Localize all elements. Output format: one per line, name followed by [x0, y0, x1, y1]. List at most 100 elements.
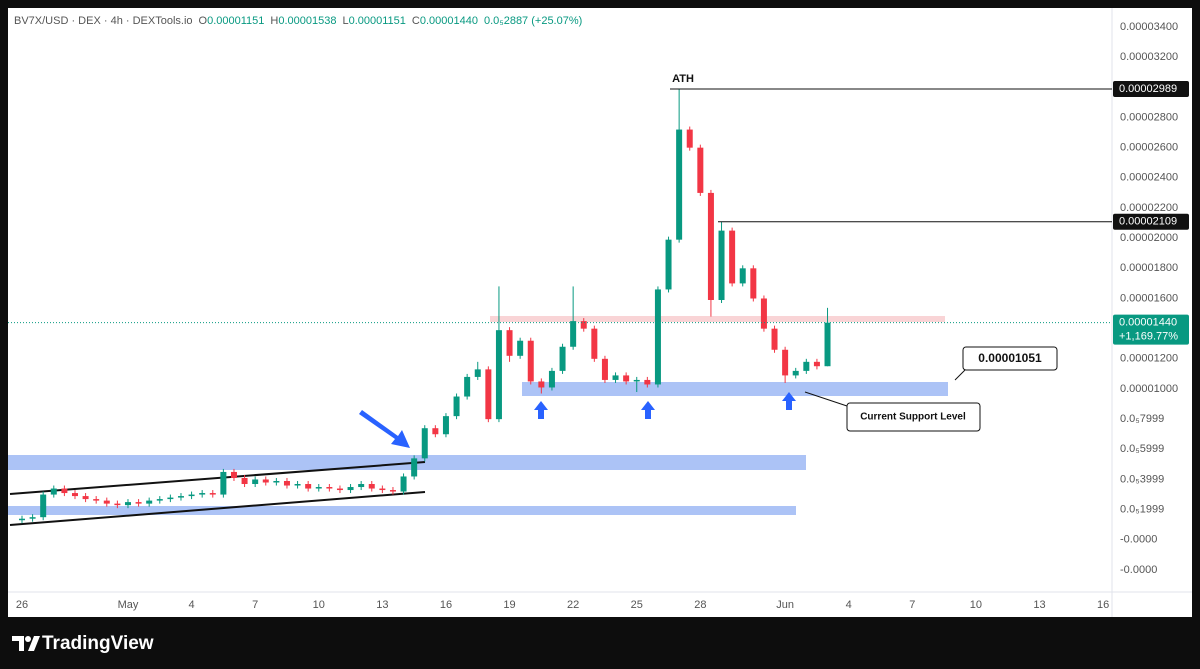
candle-body [718, 230, 725, 300]
candle-body [771, 328, 778, 350]
candle-body [824, 322, 831, 367]
candle-body [336, 488, 343, 491]
callout-line [954, 369, 966, 381]
y-tick-label: 0.00001200 [1120, 353, 1178, 365]
candle-body [326, 487, 333, 489]
x-tick-label: 22 [567, 599, 579, 611]
x-tick-label: 25 [631, 599, 643, 611]
x-tick-label: 16 [1097, 599, 1109, 611]
up-arrow [641, 401, 655, 419]
drawings [8, 316, 948, 526]
candle-body [485, 369, 492, 420]
price-label: 0.00002989 [1119, 83, 1177, 95]
brand-name: TradingView [42, 633, 154, 654]
x-tick-label: 28 [694, 599, 706, 611]
x-tick-label: Jun [776, 599, 794, 611]
x-tick-label: 7 [252, 599, 258, 611]
price-label-box [1113, 213, 1189, 230]
y-tick-label: 0.00001600 [1120, 292, 1178, 304]
channel-line [9, 491, 426, 526]
x-tick-label: 10 [313, 599, 325, 611]
y-tick-label: 0.0₅3999 [1120, 473, 1164, 485]
candle-body [347, 487, 354, 491]
candle-body [739, 268, 746, 284]
candle-body [813, 361, 820, 367]
y-tick-label: 0.00003200 [1120, 51, 1178, 63]
arrows [359, 392, 796, 448]
pointer-arrow [359, 410, 410, 448]
legend-change: 0.0₅2887 (+25.07%) [484, 15, 582, 27]
candle-body [29, 517, 36, 519]
y-tick-label: 0.00002600 [1120, 142, 1178, 154]
support-zone [8, 506, 796, 515]
symbol: BV7X/USD · DEX · 4h · DEXTools.io [14, 15, 193, 27]
candle-body [654, 289, 661, 385]
y-tick-label: 0.00002000 [1120, 232, 1178, 244]
candle-body [400, 476, 407, 492]
candle-body [103, 500, 110, 504]
candle-body [389, 490, 396, 492]
candle-body [411, 458, 418, 477]
callout-box [846, 402, 981, 432]
candle-body [527, 340, 534, 382]
candle-body [442, 416, 449, 435]
candle-body [156, 499, 163, 501]
candle-body [453, 396, 460, 417]
candle-body [792, 370, 799, 376]
y-tick-label: -0.0000 [1120, 564, 1157, 576]
ath-label: ATH [672, 73, 694, 85]
y-tick-label: 0.00003400 [1120, 21, 1178, 33]
chart-panel [8, 8, 1192, 617]
candle-body [464, 376, 471, 397]
candle-body [559, 346, 566, 371]
candle-body [686, 129, 693, 148]
callout-line [804, 391, 851, 408]
candle-body [432, 428, 439, 435]
up-arrow [782, 392, 796, 410]
candle-body [697, 147, 704, 193]
legend-key: O [199, 15, 208, 27]
x-tick-label: 10 [970, 599, 982, 611]
y-tick-label: 0.00001800 [1120, 262, 1178, 274]
candle-body [167, 497, 174, 500]
candle-body [93, 499, 100, 501]
candle-body [665, 239, 672, 290]
candle-body [750, 268, 757, 299]
candle-body [612, 375, 619, 380]
y-tick-label: 0.0₅7999 [1120, 413, 1164, 425]
candle-body [18, 518, 25, 521]
candles [18, 88, 831, 524]
brand-logo [12, 636, 24, 651]
legend-key: L [342, 15, 348, 27]
x-tick-label: 7 [909, 599, 915, 611]
candle-body [252, 479, 259, 485]
candle-body [474, 369, 481, 377]
candle-body [315, 487, 322, 489]
candle-body [782, 349, 789, 376]
candle-body [601, 358, 608, 380]
x-tick-label: 13 [376, 599, 388, 611]
candle-body [538, 381, 545, 388]
support-zone [522, 382, 948, 396]
x-tick-label: 19 [503, 599, 515, 611]
x-tick-label: 4 [846, 599, 852, 611]
callout-text: Current Support Level [860, 412, 966, 423]
resistance-zone [490, 316, 945, 322]
candle-body [633, 379, 640, 382]
y-tick-label: 0.00001000 [1120, 383, 1178, 395]
candle-body [591, 328, 598, 359]
candle-body [135, 502, 142, 504]
legend-value: 0.00001440 [420, 15, 478, 27]
candle-body [209, 493, 216, 495]
candle-body [230, 471, 237, 478]
candle-body [177, 496, 184, 498]
candle-body [199, 493, 206, 495]
candle-body [570, 321, 577, 347]
candle-body [580, 321, 587, 329]
candle-body [517, 340, 524, 356]
candle-body [368, 484, 375, 489]
candle-body [676, 129, 683, 240]
legend-value: 0.00001151 [207, 15, 264, 27]
